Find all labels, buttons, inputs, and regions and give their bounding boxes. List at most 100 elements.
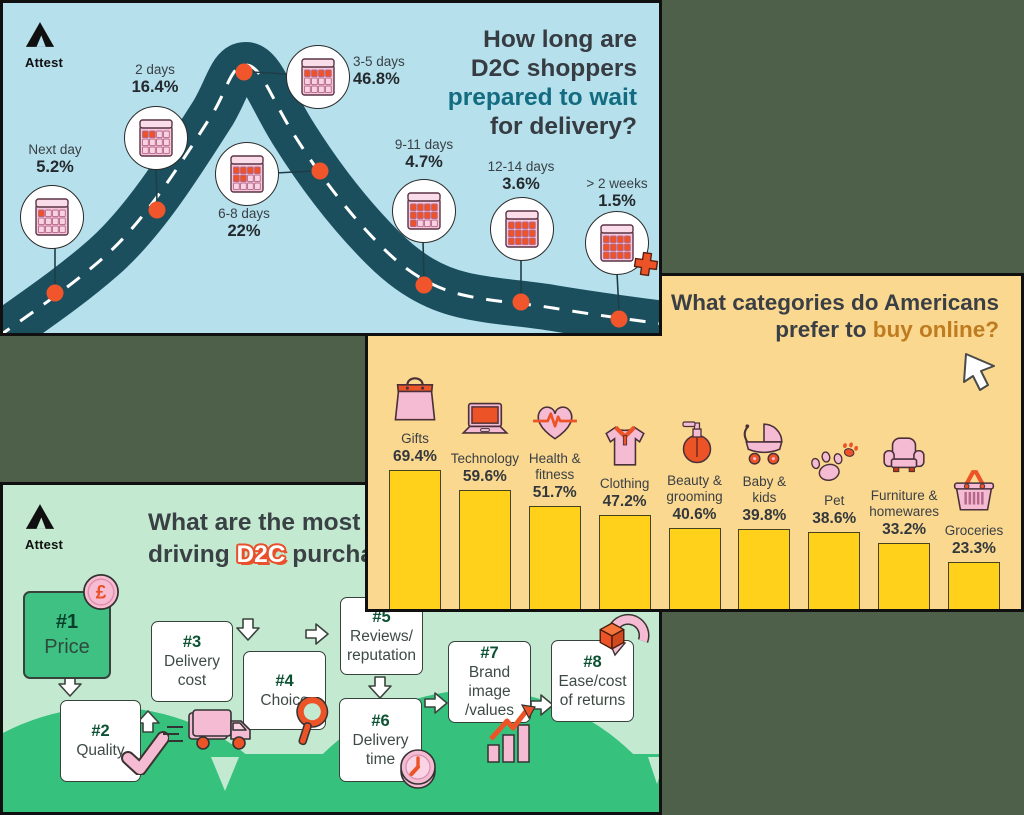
category-pct: 51.7% xyxy=(532,483,577,501)
category-columns: Gifts 69.4% Technology 59.6% Health & fitnes… xyxy=(382,375,1007,609)
parcel-cube-icon xyxy=(597,621,627,656)
milestone-calendar-icon xyxy=(392,179,456,243)
milestone-pct: 1.5% xyxy=(598,192,636,210)
category-column: Clothing 47.2% xyxy=(592,422,658,609)
plus-icon xyxy=(632,250,659,277)
growth-chart-icon xyxy=(485,703,541,768)
milestone-calendar-icon xyxy=(490,197,554,261)
clock-icon xyxy=(397,747,441,796)
milestone-name: > 2 weeks xyxy=(586,176,648,191)
step-label: Price xyxy=(44,635,90,658)
step-box-8: #8 Ease/cost of returns xyxy=(551,640,634,722)
speed-lines xyxy=(163,723,185,752)
paw-icon xyxy=(810,441,859,490)
milestone-calendar-icon xyxy=(20,185,84,249)
milestone-pct: 4.7% xyxy=(405,153,443,171)
checkmark-icon xyxy=(121,731,170,780)
road-centerline xyxy=(3,63,659,333)
milestone-calendar-icon xyxy=(124,106,188,170)
milestone-calendar-icon xyxy=(215,142,279,206)
milestone-label: 6-8 days 22% xyxy=(184,205,304,241)
step-box-3: #3 Delivery cost xyxy=(151,621,233,702)
step-rank: #7 xyxy=(480,644,499,662)
milestone-name: Next day xyxy=(28,142,82,157)
step-box-2: #2 Quality xyxy=(60,700,141,782)
milestone-name: 6-8 days xyxy=(218,206,270,221)
category-bar xyxy=(458,489,511,609)
category-column: Technology 59.6% xyxy=(451,399,519,609)
milestone-name: 12-14 days xyxy=(487,159,555,174)
category-name: Groceries xyxy=(944,523,1004,539)
armchair-icon xyxy=(880,434,928,485)
category-pct: 23.3% xyxy=(952,540,996,558)
step-label: Choice xyxy=(260,691,309,709)
step-rank: #6 xyxy=(371,711,390,730)
step-rank: #3 xyxy=(182,633,202,651)
milestone-label: > 2 weeks 1.5% xyxy=(557,175,677,211)
category-column: Health & fitness 51.7% xyxy=(522,399,588,609)
buy-online-accent: buy online? xyxy=(872,317,999,342)
category-bar xyxy=(668,527,721,609)
milestone-label: 3-5 days 46.8% xyxy=(353,53,473,89)
category-bar xyxy=(598,514,651,609)
category-pct: 33.2% xyxy=(882,520,927,538)
factors-title-line1: What are the most im xyxy=(148,509,396,536)
milestone-label: 2 days 16.4% xyxy=(95,61,215,97)
milestone-pct: 3.6% xyxy=(502,175,540,193)
milestone-connectors xyxy=(54,71,620,312)
category-name: Clothing xyxy=(599,475,650,491)
road-dots xyxy=(46,63,628,328)
category-bar xyxy=(738,529,791,609)
factors-title: What are the most im driving D2C purcha xyxy=(148,507,396,571)
attest-logo: Attest xyxy=(25,21,63,70)
step-label: Ease/cost of returns xyxy=(558,672,627,709)
milestone-calendar-icon xyxy=(585,211,659,277)
milestone-pct: 5.2% xyxy=(36,158,74,176)
milestone-label: 9-11 days 4.7% xyxy=(364,136,484,172)
delivery-road-area: Next day 5.2% 2 days 16.4% 3-5 days 46.8… xyxy=(3,3,659,333)
step-label: Quality xyxy=(76,742,125,759)
step-label: Delivery cost xyxy=(164,653,220,689)
delivery-wait-panel: Next day 5.2% 2 days 16.4% 3-5 days 46.8… xyxy=(0,0,662,336)
milestone-pct: 16.4% xyxy=(131,78,179,96)
milestone-name: 2 days xyxy=(135,62,175,77)
step-rank: #5 xyxy=(372,607,391,626)
category-column: Pet 38.6% xyxy=(801,441,867,609)
milestone-label: 12-14 days 3.6% xyxy=(461,158,581,194)
category-name: Gifts xyxy=(401,431,429,447)
step-rank: #8 xyxy=(583,652,602,671)
category-name: Furniture & homewares xyxy=(869,487,940,519)
attest-logo: Attest xyxy=(25,503,63,552)
category-pct: 38.6% xyxy=(812,509,857,527)
category-pct: 47.2% xyxy=(602,492,647,510)
milestone-calendar-icon xyxy=(286,45,350,109)
attest-logo-icon xyxy=(25,21,55,53)
flow-arrow-right xyxy=(305,623,329,645)
category-name: Baby & kids xyxy=(742,474,787,506)
shirt-icon xyxy=(601,422,649,473)
category-column: Furniture & homewares 33.2% xyxy=(869,434,939,609)
cursor-icon xyxy=(960,352,998,401)
milestone-name: 9-11 days xyxy=(394,137,454,152)
pram-icon xyxy=(740,420,788,471)
category-pct: 40.6% xyxy=(672,505,717,523)
lotion-bottle-icon xyxy=(673,419,717,470)
step-label: Reviews/ reputation xyxy=(347,627,416,664)
step-label: Brand image /values xyxy=(464,664,515,719)
category-name: Beauty & grooming xyxy=(666,472,723,504)
category-pct: 39.8% xyxy=(742,507,787,525)
category-column: Beauty & grooming 40.6% xyxy=(662,419,728,609)
delivery-title: How long are D2C shoppers prepared to wa… xyxy=(447,26,637,140)
categories-title-line2: prefer to buy online? xyxy=(775,317,999,342)
flow-arrow-down xyxy=(236,618,260,641)
prepared-to-wait-accent: prepared to wait xyxy=(447,84,637,111)
attest-logo-icon xyxy=(25,503,55,535)
attest-wordmark: Attest xyxy=(25,537,64,552)
category-column: Gifts 69.4% xyxy=(382,375,448,609)
factors-title-line2: driving D2C purcha xyxy=(148,541,374,568)
milestone-label: Next day 5.2% xyxy=(0,141,115,177)
step-label: Delivery time xyxy=(352,731,409,768)
hill-notch xyxy=(648,757,659,784)
category-bar xyxy=(948,562,1000,609)
